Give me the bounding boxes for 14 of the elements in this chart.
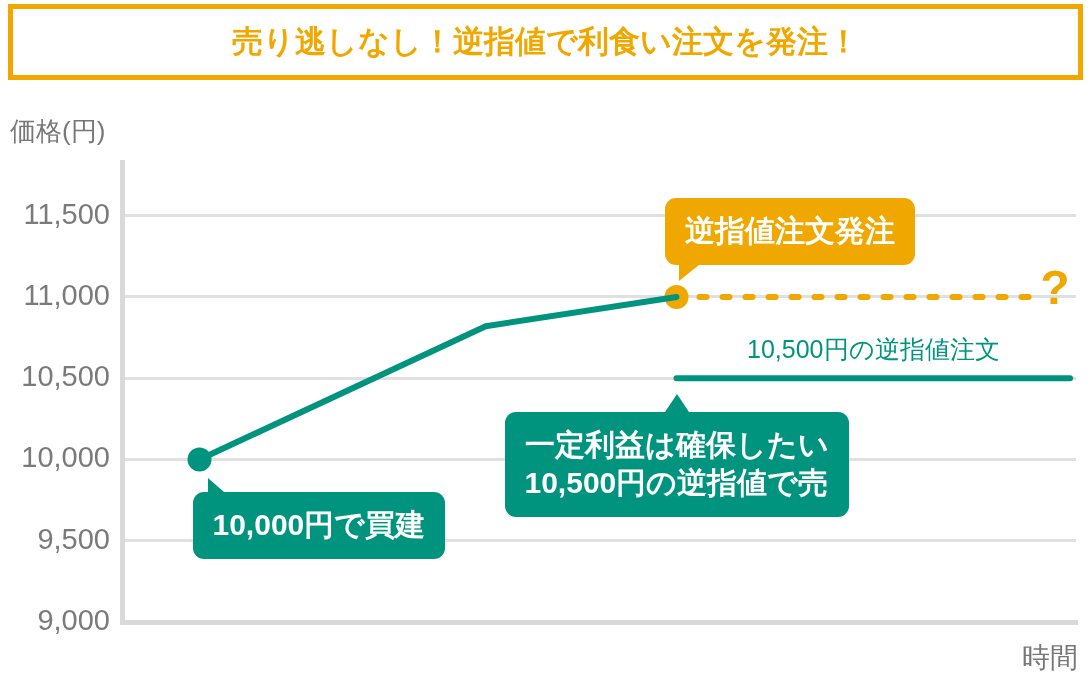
y-tick-label: 11,000 — [23, 278, 110, 311]
annotation: ? — [1040, 261, 1070, 315]
y-tick-label: 9,000 — [37, 604, 110, 636]
series-label: 10,500円の逆指値注文 — [747, 335, 1000, 364]
x-axis-title: 時間 — [1022, 641, 1078, 675]
annotation: 一定利益は確保したい 10,500円の逆指値で売 — [524, 428, 829, 500]
y-tick-label: 10,500 — [21, 360, 110, 393]
y-axis-title: 価格(円) — [10, 115, 106, 148]
y-tick-label: 10,000 — [21, 441, 110, 474]
annotation: 10,000円で買建 — [212, 508, 426, 542]
chart-title: 売り逃しなし！逆指値で利食い注文を発注！ — [8, 4, 1083, 80]
y-tick-label: 11,500 — [23, 197, 110, 230]
annotation: 逆指値注文発注 — [684, 213, 895, 247]
y-tick-label: 9,500 — [37, 522, 110, 555]
